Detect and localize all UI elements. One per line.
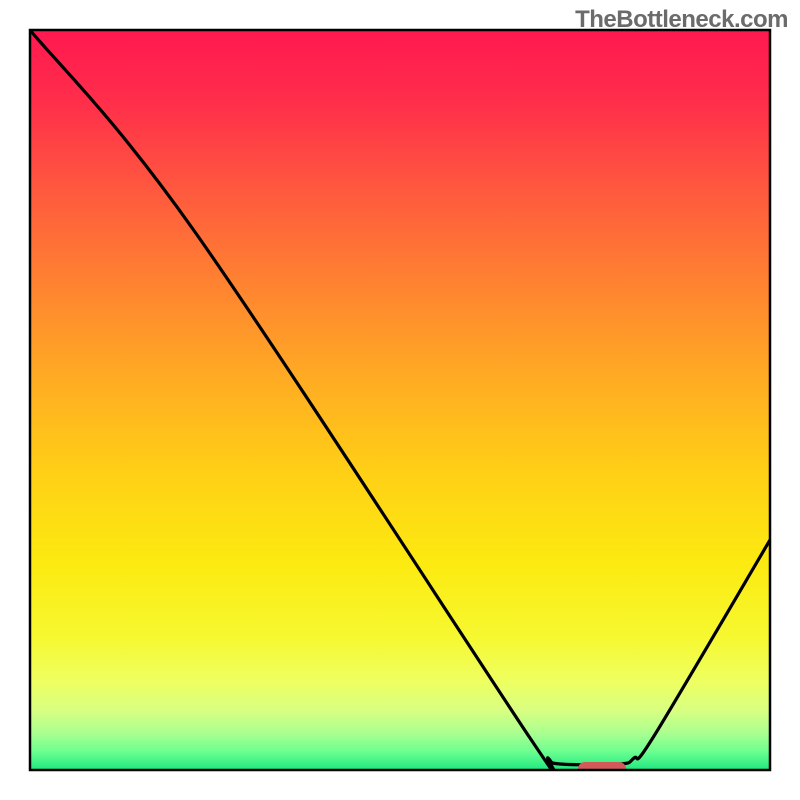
chart-container: TheBottleneck.com xyxy=(0,0,800,800)
watermark-text: TheBottleneck.com xyxy=(575,6,788,34)
plot-background xyxy=(30,30,770,770)
bottleneck-chart xyxy=(0,0,800,800)
